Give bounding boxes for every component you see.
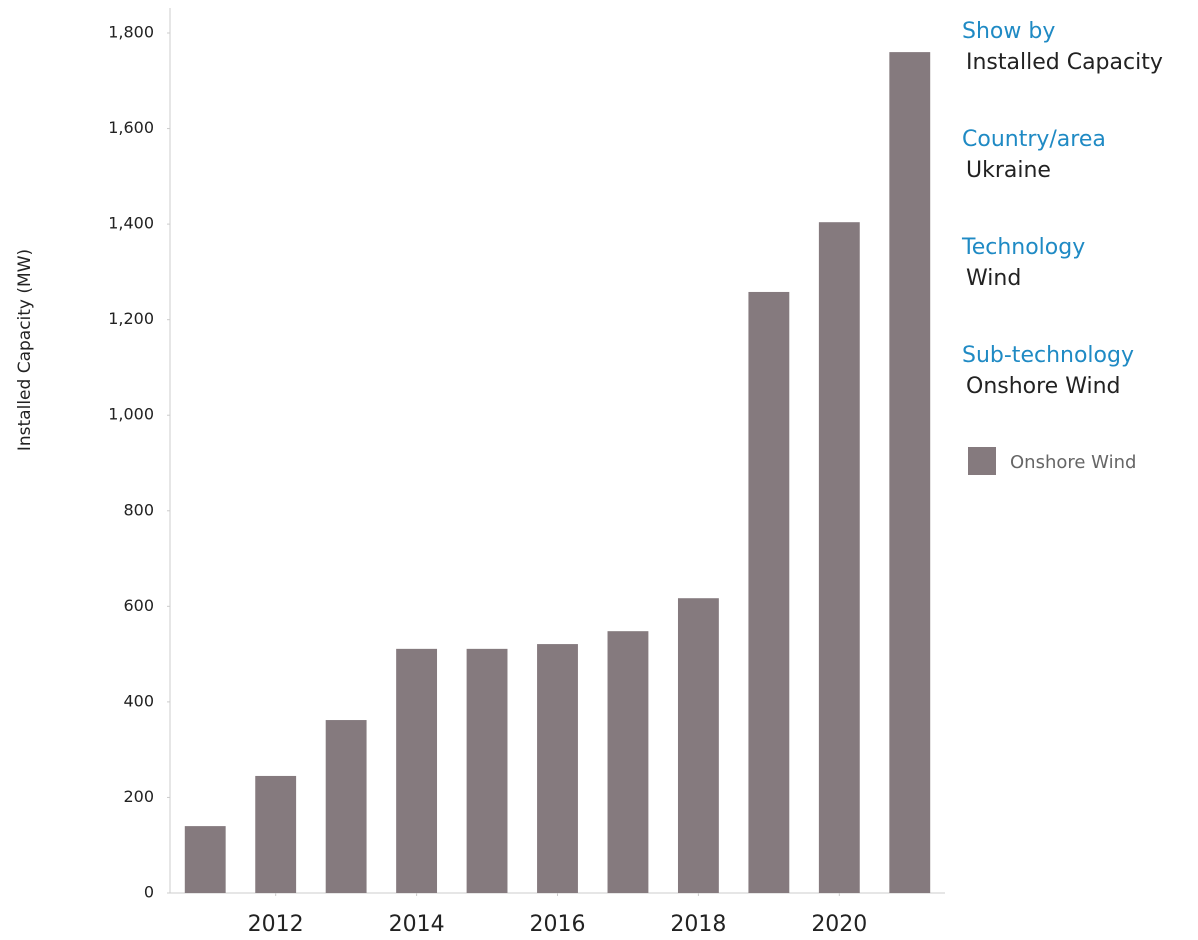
bar: [466, 648, 508, 893]
y-tick-label: 1,200: [108, 309, 154, 328]
bar: [184, 826, 226, 893]
bar: [396, 648, 438, 893]
x-tick-label: 2012: [248, 912, 304, 937]
x-tick-label: 2020: [811, 912, 867, 937]
y-axis-label: Installed Capacity (MW): [15, 249, 35, 451]
legend-label: Onshore Wind: [1010, 452, 1136, 473]
x-tick-label: 2016: [530, 912, 586, 937]
bar: [255, 775, 297, 893]
filter-value: Ukraine: [966, 158, 1051, 183]
bar: [325, 720, 367, 893]
filter-label: Sub-technology: [962, 343, 1134, 368]
y-tick-label: 0: [144, 883, 154, 902]
y-tick-label: 600: [123, 596, 154, 615]
x-tick-label: 2018: [670, 912, 726, 937]
bar: [889, 52, 931, 894]
filter-value: Installed Capacity: [966, 50, 1163, 75]
y-tick-label: 1,400: [108, 214, 154, 233]
y-tick-label: 800: [123, 500, 154, 519]
filter-label: Technology: [961, 235, 1085, 260]
y-tick-label: 1,000: [108, 405, 154, 424]
filter-label: Country/area: [962, 127, 1106, 152]
y-tick-label: 400: [123, 691, 154, 710]
y-tick-label: 1,600: [108, 118, 154, 137]
filter-label: Show by: [962, 19, 1055, 44]
bar: [607, 631, 649, 893]
bar: [818, 222, 860, 893]
bar: [677, 598, 719, 893]
filter-value: Wind: [966, 266, 1021, 291]
filter-value: Onshore Wind: [966, 374, 1121, 399]
bar: [537, 644, 578, 893]
legend-swatch: [968, 447, 996, 475]
x-tick-label: 2014: [389, 912, 445, 937]
bar: [748, 291, 790, 893]
y-tick-label: 1,800: [108, 23, 154, 42]
y-tick-label: 200: [123, 787, 154, 806]
